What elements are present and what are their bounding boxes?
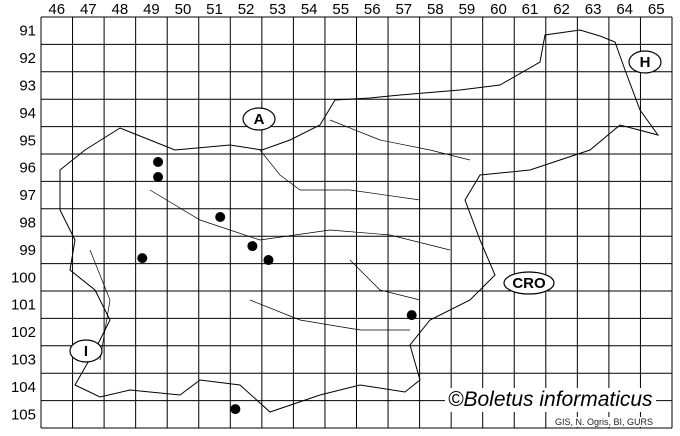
row-label: 95 xyxy=(19,132,36,149)
copyright-credit: ©Boletus informaticus xyxy=(445,388,656,412)
row-labels: 91 92 93 94 95 96 97 98 99 100 101 102 103 104 105 xyxy=(11,23,36,424)
country-label-cro: CRO xyxy=(512,275,546,292)
column-label: 61 xyxy=(522,1,539,18)
row-label: 94 xyxy=(19,105,36,122)
column-label: 47 xyxy=(80,1,97,18)
record-dot xyxy=(406,310,417,321)
column-label: 52 xyxy=(238,1,255,18)
column-label: 60 xyxy=(490,1,507,18)
country-label-i: I xyxy=(84,343,88,360)
record-dot xyxy=(215,212,226,223)
country-label-oval xyxy=(242,107,276,131)
column-label: 49 xyxy=(143,1,160,18)
column-labels: 46 47 48 49 50 51 52 53 54 55 56 57 58 59 60 61 62 63 64 65 xyxy=(48,1,664,18)
row-label: 91 xyxy=(19,23,36,40)
country-label-h: H xyxy=(640,54,651,71)
record-dot xyxy=(230,404,241,415)
country-label-oval xyxy=(503,271,555,295)
row-label: 101 xyxy=(11,297,36,314)
row-label: 104 xyxy=(11,379,36,396)
column-label: 54 xyxy=(301,1,318,18)
row-label: 103 xyxy=(11,352,36,369)
row-label: 100 xyxy=(11,269,36,286)
country-labels: A H CRO I xyxy=(69,50,662,363)
column-label: 58 xyxy=(427,1,444,18)
column-label: 56 xyxy=(364,1,381,18)
row-label: 96 xyxy=(19,160,36,177)
column-label: 64 xyxy=(616,1,633,18)
row-label: 105 xyxy=(11,406,36,423)
record-dot xyxy=(247,241,258,252)
column-label: 50 xyxy=(175,1,192,18)
record-dot xyxy=(137,253,148,264)
row-label: 99 xyxy=(19,242,36,259)
row-label: 92 xyxy=(19,50,36,67)
row-label: 98 xyxy=(19,215,36,232)
country-border xyxy=(59,29,660,413)
data-source: GIS, N. Ogris, BI, GURS xyxy=(555,417,654,427)
record-dot xyxy=(263,255,274,266)
column-label: 57 xyxy=(395,1,412,18)
column-label: 59 xyxy=(459,1,476,18)
column-label: 48 xyxy=(112,1,129,18)
grid-lines xyxy=(40,16,673,429)
column-label: 55 xyxy=(332,1,349,18)
record-dot xyxy=(153,156,164,167)
record-dot xyxy=(153,172,164,183)
country-label-oval xyxy=(628,50,662,74)
column-label: 51 xyxy=(206,1,223,18)
country-label-oval xyxy=(69,339,103,363)
record-dots xyxy=(137,156,417,415)
row-label: 93 xyxy=(19,78,36,95)
country-label-a: A xyxy=(254,111,265,128)
column-label: 62 xyxy=(553,1,570,18)
column-label: 53 xyxy=(269,1,286,18)
row-label: 102 xyxy=(11,324,36,341)
column-label: 46 xyxy=(48,1,65,18)
row-label: 97 xyxy=(19,187,36,204)
river xyxy=(89,119,471,361)
column-label: 65 xyxy=(648,1,665,18)
column-label: 63 xyxy=(585,1,602,18)
